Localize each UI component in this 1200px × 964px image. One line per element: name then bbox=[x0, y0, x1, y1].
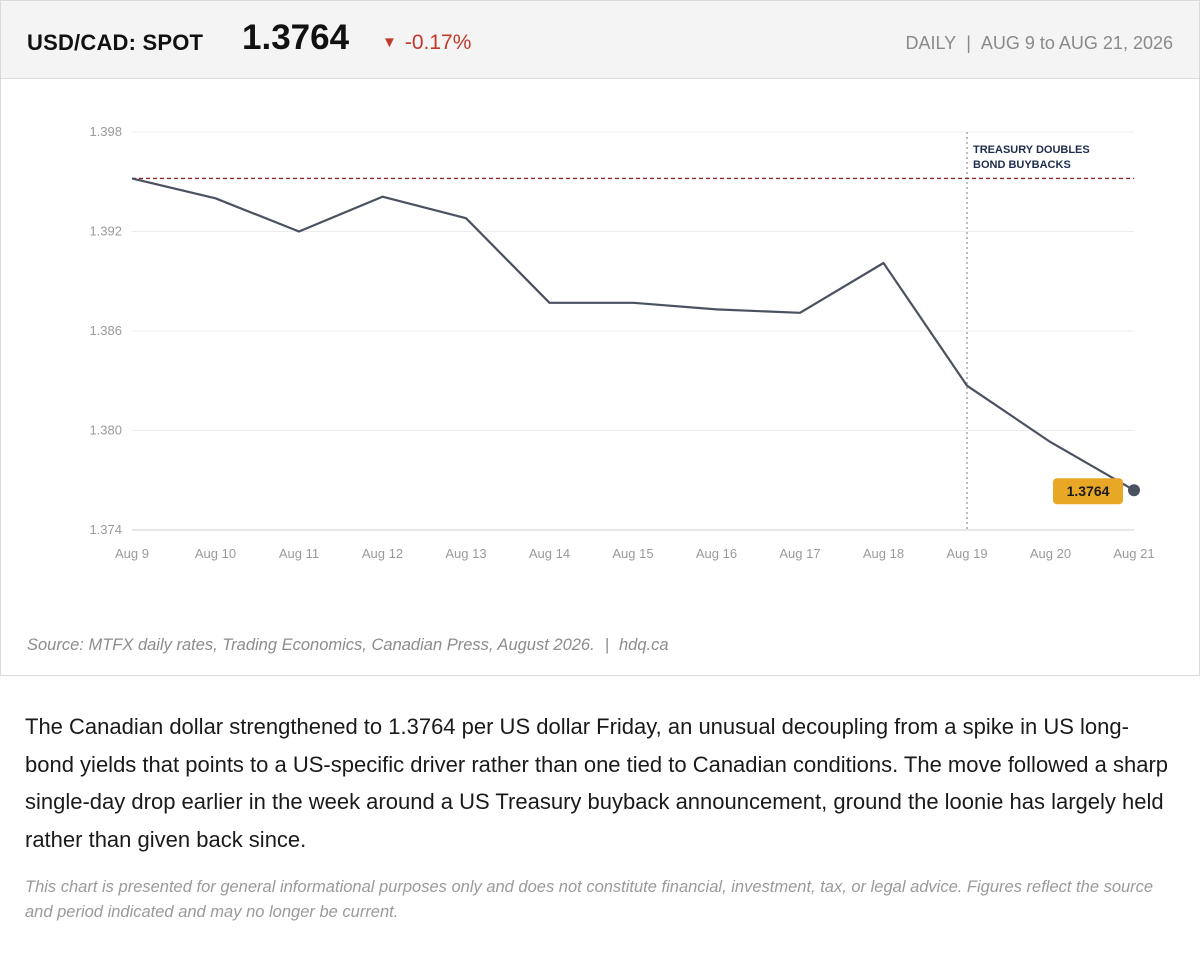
y-tick-label: 1.398 bbox=[89, 124, 122, 139]
range-separator: | bbox=[966, 33, 971, 53]
x-tick-label: Aug 10 bbox=[195, 546, 236, 561]
y-tick-label: 1.380 bbox=[89, 423, 122, 438]
last-value-label: 1.3764 bbox=[1067, 483, 1110, 499]
frequency-label: DAILY bbox=[905, 33, 957, 53]
x-tick-label: Aug 11 bbox=[279, 546, 319, 561]
x-tick-label: Aug 14 bbox=[529, 546, 570, 561]
spot-rate-value: 1.3764 bbox=[242, 18, 350, 57]
x-tick-label: Aug 13 bbox=[445, 546, 486, 561]
annotation-text: TREASURY DOUBLES bbox=[973, 144, 1090, 156]
y-tick-label: 1.392 bbox=[89, 224, 122, 239]
change-percent: -0.17% bbox=[404, 31, 472, 54]
currency-pair-label: USD/CAD: SPOT bbox=[27, 30, 204, 55]
x-tick-label: Aug 20 bbox=[1030, 546, 1071, 561]
chart-header: USD/CAD: SPOT 1.3764 ▼ -0.17% DAILY | AUG 9… bbox=[1, 1, 1199, 79]
x-tick-label: Aug 16 bbox=[696, 546, 737, 561]
x-tick-label: Aug 9 bbox=[115, 546, 149, 561]
change-indicator: ▼ -0.17% bbox=[382, 31, 471, 55]
last-point-marker bbox=[1128, 484, 1140, 497]
last-value-badge bbox=[1053, 478, 1123, 505]
series-line bbox=[131, 177, 1135, 492]
y-tick-label: 1.386 bbox=[89, 323, 122, 338]
annotation-text: BOND BUYBACKS bbox=[973, 159, 1071, 171]
line-chart: 1.398 1.392 1.386 1.380 1.374 Aug 9 Aug 10 Aug … bbox=[89, 124, 1154, 561]
y-tick-label: 1.374 bbox=[89, 522, 122, 537]
x-tick-label: Aug 12 bbox=[362, 546, 403, 561]
chart-card: USD/CAD: SPOT 1.3764 ▼ -0.17% DAILY | AUG 9… bbox=[0, 0, 1200, 676]
disclaimer-text: This chart is presented for general info… bbox=[25, 878, 1154, 921]
source-note: Source: MTFX daily rates, Trading Econom… bbox=[27, 636, 669, 655]
x-tick-label: Aug 18 bbox=[863, 546, 904, 561]
x-tick-label: Aug 19 bbox=[946, 546, 987, 561]
down-triangle-icon: ▼ bbox=[382, 34, 397, 51]
date-range-text: AUG 9 to AUG 21, 2026 bbox=[980, 33, 1173, 53]
date-range-label: DAILY | AUG 9 to AUG 21, 2026 bbox=[906, 33, 1174, 54]
x-tick-label: Aug 15 bbox=[612, 546, 653, 561]
source-text: Source: MTFX daily rates, Trading Econom… bbox=[27, 636, 595, 654]
brand-link[interactable]: hdq.ca bbox=[618, 636, 669, 654]
x-tick-label: Aug 17 bbox=[779, 546, 820, 561]
article-paragraph: The Canadian dollar strengthened to 1.37… bbox=[25, 714, 1169, 852]
x-tick-label: Aug 21 bbox=[1113, 546, 1154, 561]
source-separator: | bbox=[604, 636, 609, 654]
